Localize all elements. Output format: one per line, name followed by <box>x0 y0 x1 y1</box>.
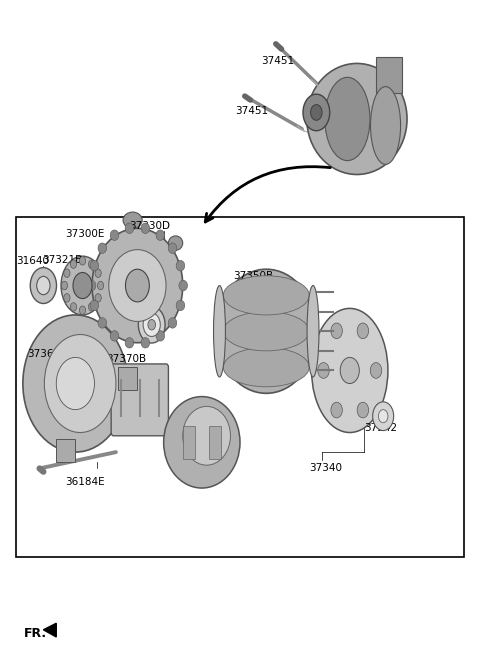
Ellipse shape <box>307 64 407 174</box>
Ellipse shape <box>156 230 165 240</box>
Ellipse shape <box>23 315 128 452</box>
Circle shape <box>125 269 149 302</box>
Ellipse shape <box>371 87 401 165</box>
Ellipse shape <box>97 281 104 290</box>
Ellipse shape <box>141 338 150 348</box>
Ellipse shape <box>109 250 166 321</box>
Ellipse shape <box>61 281 68 290</box>
Ellipse shape <box>64 294 70 302</box>
Ellipse shape <box>44 335 116 432</box>
Polygon shape <box>43 623 56 637</box>
Ellipse shape <box>90 300 99 311</box>
Text: 36184E: 36184E <box>65 477 105 487</box>
Circle shape <box>340 358 360 384</box>
Circle shape <box>143 313 160 337</box>
Bar <box>16 217 464 557</box>
Circle shape <box>311 104 322 120</box>
Ellipse shape <box>168 243 177 253</box>
Circle shape <box>303 94 330 131</box>
Circle shape <box>138 306 165 343</box>
Ellipse shape <box>223 348 309 387</box>
Text: 37350B: 37350B <box>233 271 274 281</box>
Ellipse shape <box>125 223 134 234</box>
FancyArrowPatch shape <box>205 167 330 222</box>
Circle shape <box>331 402 342 418</box>
Text: 37451: 37451 <box>261 56 294 66</box>
Circle shape <box>372 402 394 430</box>
Ellipse shape <box>88 302 95 311</box>
Text: 37367B: 37367B <box>27 350 68 359</box>
Text: 37321B: 37321B <box>42 255 83 265</box>
Ellipse shape <box>98 243 107 253</box>
Ellipse shape <box>214 285 226 377</box>
Ellipse shape <box>71 260 77 268</box>
FancyBboxPatch shape <box>111 364 168 436</box>
Ellipse shape <box>92 228 183 342</box>
Circle shape <box>73 272 92 298</box>
Ellipse shape <box>141 223 150 234</box>
Ellipse shape <box>223 312 309 351</box>
Ellipse shape <box>164 397 240 488</box>
Ellipse shape <box>183 406 230 465</box>
Ellipse shape <box>98 318 107 328</box>
Ellipse shape <box>95 269 101 277</box>
Text: 37334: 37334 <box>127 301 160 311</box>
Bar <box>183 426 195 459</box>
Ellipse shape <box>110 230 119 240</box>
Ellipse shape <box>36 276 50 295</box>
Bar <box>118 367 137 390</box>
Text: 37451: 37451 <box>235 106 268 116</box>
Ellipse shape <box>176 260 185 271</box>
Ellipse shape <box>64 269 70 277</box>
Ellipse shape <box>95 294 101 302</box>
Ellipse shape <box>312 308 388 432</box>
Ellipse shape <box>87 280 96 291</box>
Ellipse shape <box>71 302 77 311</box>
Circle shape <box>331 323 342 338</box>
Ellipse shape <box>168 318 177 328</box>
Ellipse shape <box>223 276 309 315</box>
Bar <box>56 439 75 462</box>
Text: 37330D: 37330D <box>129 221 170 232</box>
Ellipse shape <box>325 77 370 161</box>
Ellipse shape <box>216 269 316 394</box>
Circle shape <box>318 363 329 379</box>
Ellipse shape <box>125 338 134 348</box>
Ellipse shape <box>123 212 142 228</box>
Ellipse shape <box>110 331 119 341</box>
Text: 31640: 31640 <box>16 256 49 266</box>
Text: 37300E: 37300E <box>65 228 105 239</box>
Text: FR.: FR. <box>24 627 48 640</box>
Circle shape <box>357 323 369 338</box>
Ellipse shape <box>88 260 95 268</box>
Circle shape <box>378 409 388 422</box>
Ellipse shape <box>79 256 85 265</box>
Ellipse shape <box>56 358 95 409</box>
Ellipse shape <box>168 236 183 251</box>
Circle shape <box>148 319 156 330</box>
Ellipse shape <box>307 285 319 377</box>
Text: 37342: 37342 <box>364 422 397 433</box>
Bar <box>209 426 221 459</box>
Ellipse shape <box>156 331 165 341</box>
Ellipse shape <box>179 280 188 291</box>
Text: 37370B: 37370B <box>107 354 146 364</box>
Ellipse shape <box>79 306 85 314</box>
Circle shape <box>357 402 369 418</box>
Ellipse shape <box>90 260 99 271</box>
Ellipse shape <box>61 256 104 315</box>
Bar <box>376 57 402 93</box>
Text: 37340: 37340 <box>310 463 342 473</box>
Ellipse shape <box>30 268 57 304</box>
Circle shape <box>370 363 382 379</box>
Ellipse shape <box>176 300 185 311</box>
